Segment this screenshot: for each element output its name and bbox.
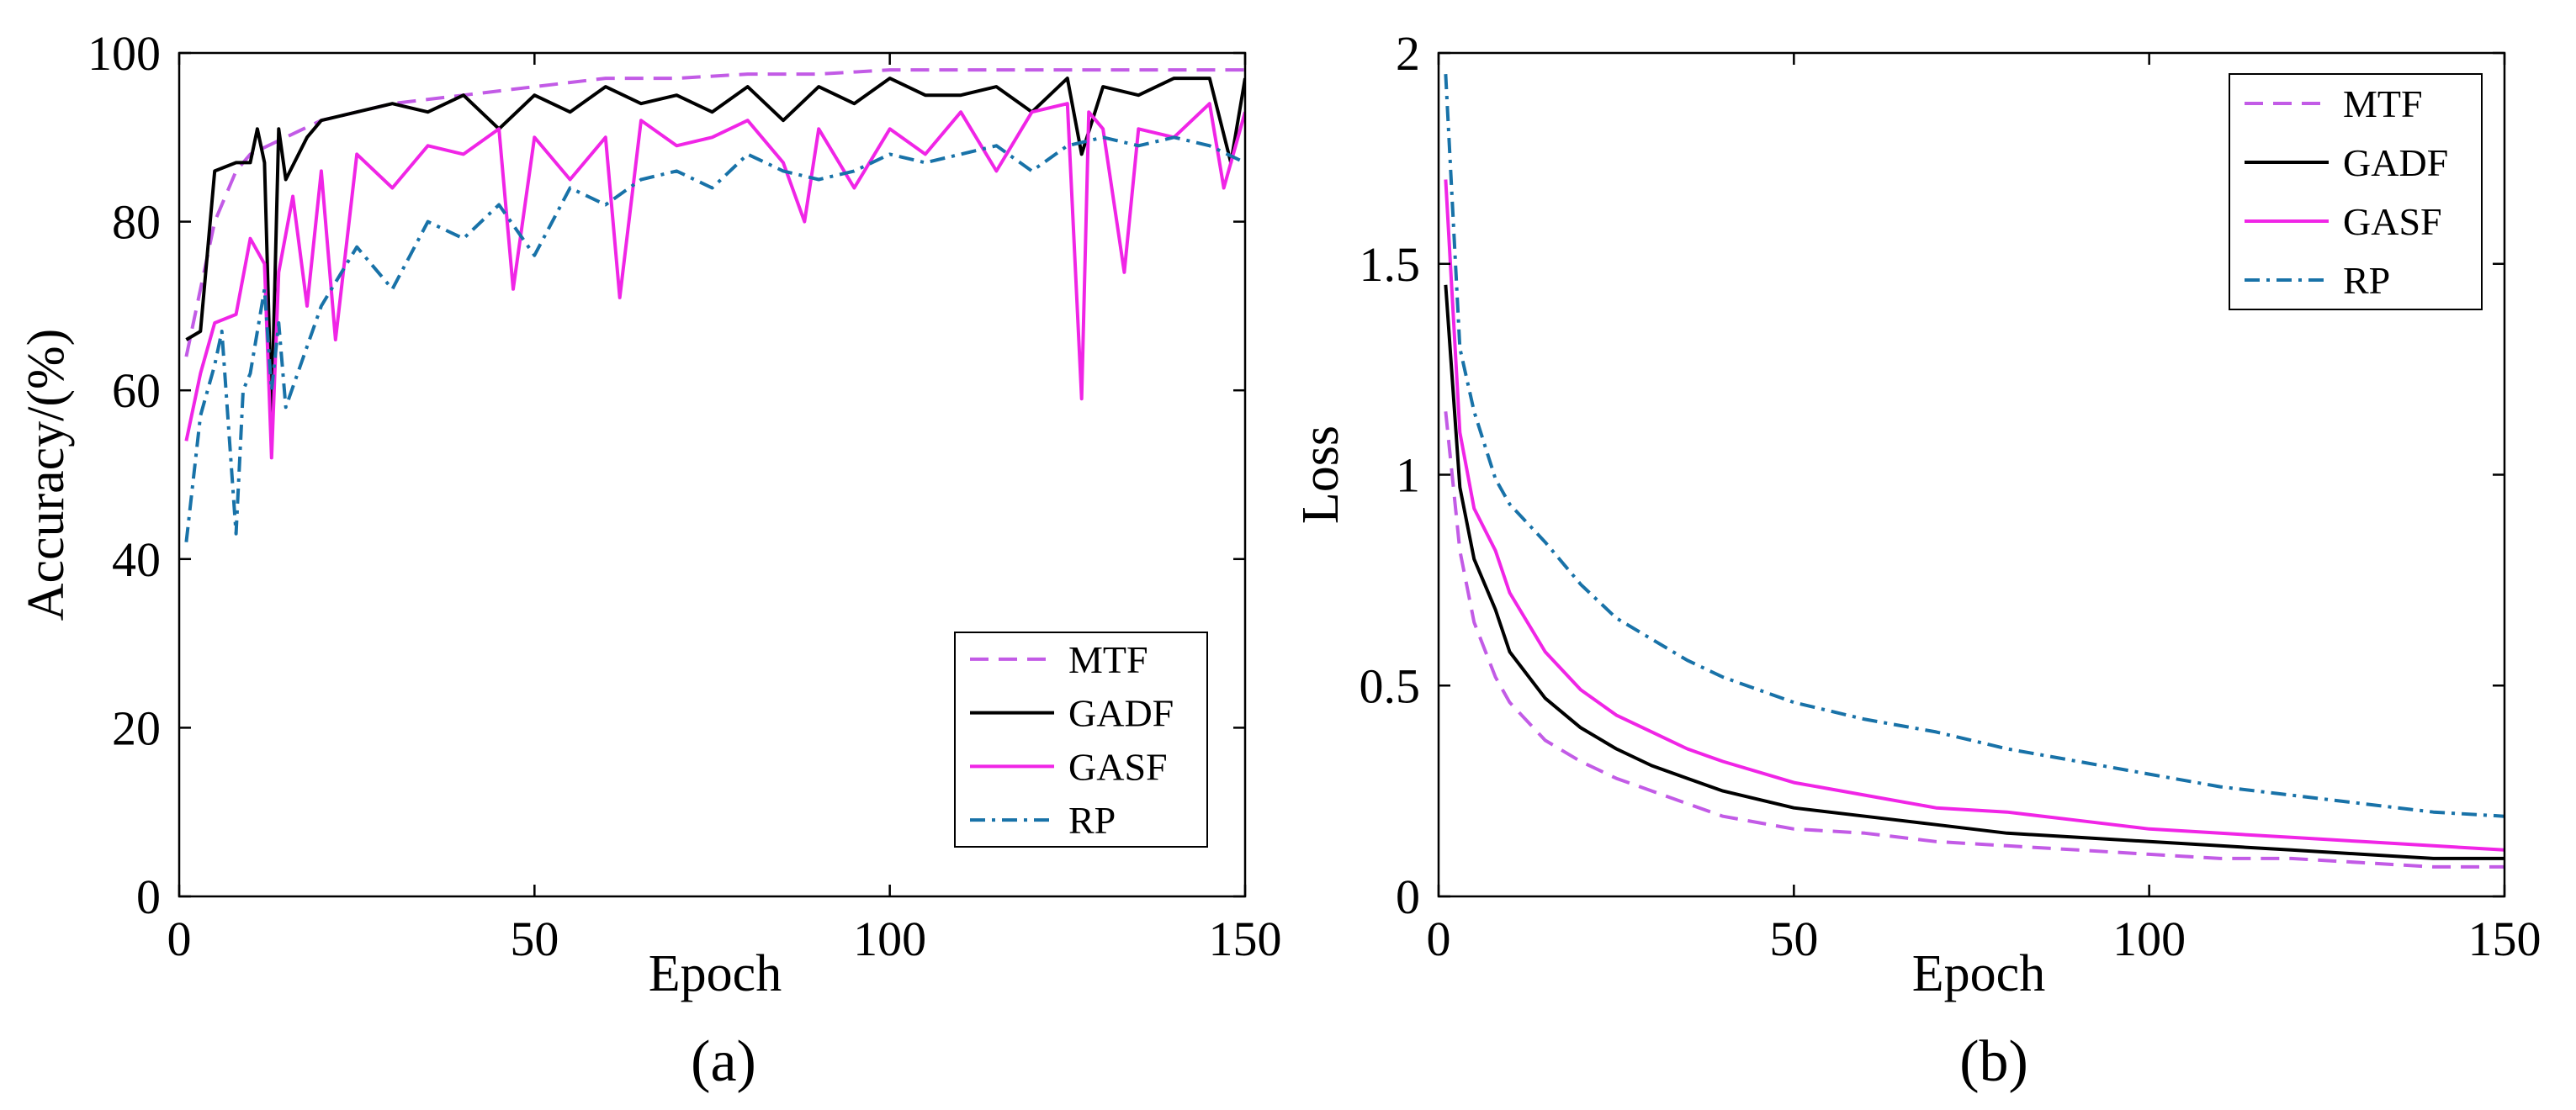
y-tick-label: 2 xyxy=(1396,26,1420,81)
x-tick-label: 0 xyxy=(167,912,192,966)
y-axis-label: Loss xyxy=(1292,426,1349,524)
chart-loss: 0 50 100 150 0 0.5 1 1.5 2 Epoch Loss (b) MTF GADF GAS… xyxy=(1292,26,2542,1094)
series-line-gadf xyxy=(185,77,1245,418)
legend-label-mtf: MTF xyxy=(2343,82,2423,125)
series-line-gasf xyxy=(184,102,1245,460)
y-tick-label: 0 xyxy=(1396,870,1420,924)
legend-label-gasf: GASF xyxy=(2343,200,2442,243)
legend-label-rp: RP xyxy=(1068,799,1116,842)
y-tick-label: 1 xyxy=(1396,448,1420,503)
legend-label-mtf: MTF xyxy=(1068,638,1148,681)
x-tick-label: 50 xyxy=(1769,912,1818,966)
legend-box xyxy=(2229,73,2483,310)
plot-frame xyxy=(178,51,1247,898)
panel-label: (b) xyxy=(1959,1029,2028,1094)
y-tick-label: 80 xyxy=(112,195,161,250)
series-line-gadf xyxy=(1444,284,2504,860)
y-tick-label: 0 xyxy=(136,870,161,924)
x-axis-label: Epoch xyxy=(1912,945,2045,1002)
y-tick-label: 1.5 xyxy=(1360,237,1421,292)
y-tick-label: 100 xyxy=(87,26,161,81)
x-tick-label: 150 xyxy=(2468,912,2542,966)
chart-accuracy: 0 50 100 150 0 20 40 60 80 100 Epoch Accuracy/(%) (a… xyxy=(18,26,1282,1094)
y-tick-label: 60 xyxy=(112,363,161,418)
x-axis-label: Epoch xyxy=(649,945,782,1002)
legend: MTF GADF GASF RP xyxy=(2229,73,2483,310)
series-line-mtf xyxy=(184,68,1245,357)
series-line-mtf xyxy=(1444,411,2504,869)
legend-box xyxy=(954,632,1208,848)
series-group xyxy=(1444,73,2504,869)
legend-label-gadf: GADF xyxy=(1068,692,1174,735)
panel-label: (a) xyxy=(691,1029,756,1094)
y-tick-label: 20 xyxy=(112,700,161,755)
legend-label-gasf: GASF xyxy=(1068,745,1168,788)
series-line-gasf xyxy=(1444,179,2504,852)
series-group xyxy=(184,68,1245,542)
y-tick-label: 40 xyxy=(112,532,161,587)
x-tick-label: 50 xyxy=(510,912,559,966)
x-tick-label: 100 xyxy=(853,912,926,966)
legend-label-gadf: GADF xyxy=(2343,141,2448,184)
x-tick-label: 0 xyxy=(1427,912,1451,966)
series-line-rp xyxy=(1444,73,2504,818)
x-tick-label: 100 xyxy=(2112,912,2186,966)
y-tick-label: 0.5 xyxy=(1360,658,1421,713)
series-line-rp xyxy=(184,135,1245,542)
y-axis-label: Accuracy/(%) xyxy=(18,329,75,621)
legend: MTF GADF GASF RP xyxy=(954,632,1208,848)
x-tick-label: 150 xyxy=(1209,912,1282,966)
legend-label-rp: RP xyxy=(2343,259,2390,302)
